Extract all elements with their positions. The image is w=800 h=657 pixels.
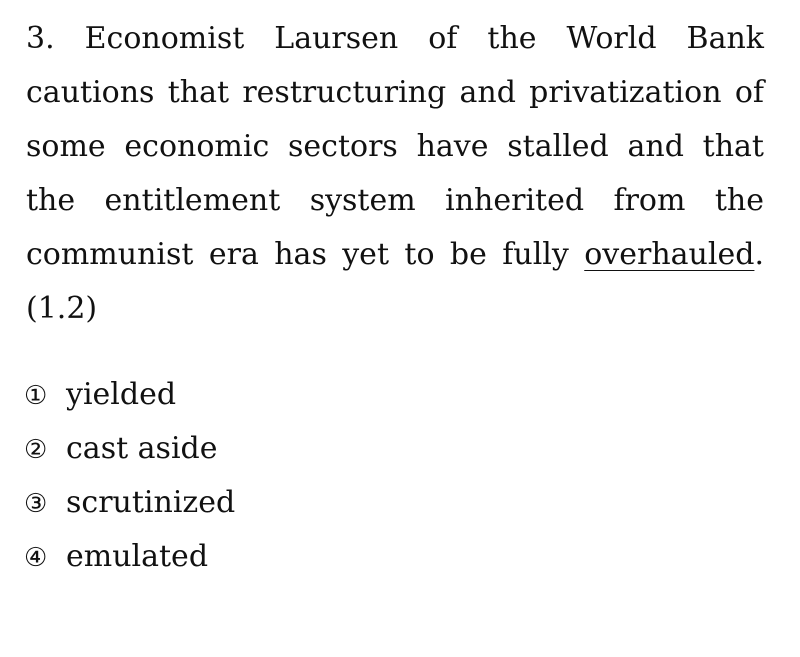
question-text: 3. Economist Laursen of the World Bank c…	[26, 12, 764, 336]
option-2-marker: ②	[24, 435, 48, 465]
question-period: .	[754, 237, 764, 272]
question-reference: (1.2)	[26, 291, 98, 326]
option-4-text: emulated	[66, 539, 209, 574]
question-number: 3.	[26, 21, 55, 56]
option-4-marker: ④	[24, 543, 48, 573]
option-1-text: yielded	[66, 377, 177, 412]
option-1[interactable]: ① yielded	[24, 368, 235, 422]
underlined-word: overhauled	[584, 237, 755, 272]
question-body: Economist Laursen of the World Bank caut…	[26, 21, 764, 272]
option-2[interactable]: ② cast aside	[24, 422, 235, 476]
option-2-text: cast aside	[66, 431, 218, 466]
answer-options: ① yielded ② cast aside ③ scrutinized ④ emula…	[24, 368, 235, 584]
option-3-marker: ③	[24, 489, 48, 519]
option-3[interactable]: ③ scrutinized	[24, 476, 235, 530]
option-1-marker: ①	[24, 381, 48, 411]
option-3-text: scrutinized	[66, 485, 236, 520]
option-4[interactable]: ④ emulated	[24, 530, 235, 584]
